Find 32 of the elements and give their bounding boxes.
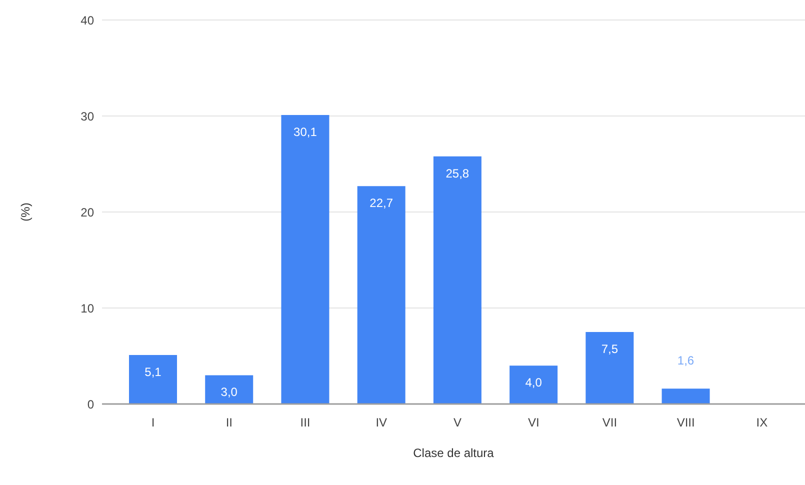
bar (433, 156, 482, 404)
data-label: 22,7 (370, 196, 394, 210)
x-tick-label: II (226, 416, 233, 430)
data-label: 4,0 (525, 376, 542, 390)
data-label: 1,6 (677, 354, 694, 368)
y-axis-title: (%) (18, 202, 32, 222)
bar (586, 332, 634, 404)
x-tick-label: V (453, 416, 462, 430)
bar (357, 186, 406, 404)
x-tick-label: IV (376, 416, 388, 430)
y-tick-label: 40 (80, 13, 94, 28)
x-axis-title: Clase de altura (413, 446, 494, 460)
x-tick-label: VI (528, 416, 540, 430)
y-tick-label: 0 (87, 397, 94, 412)
data-label: 5,1 (144, 365, 162, 380)
data-label: 30,1 (294, 125, 318, 140)
data-label: 7,5 (601, 342, 618, 356)
x-tick-label: VIII (676, 416, 695, 430)
x-tick-label: III (300, 416, 310, 430)
x-tick-label: I (151, 416, 155, 430)
bar (662, 388, 710, 404)
bar (129, 355, 177, 404)
bar (281, 115, 330, 404)
y-tick-label: 10 (80, 301, 94, 316)
y-tick-label: 20 (80, 205, 94, 220)
data-label: 3,0 (220, 385, 238, 400)
bar (205, 375, 254, 404)
x-tick-label: VII (602, 416, 618, 430)
x-tick-label: IX (756, 416, 768, 430)
y-tick-label: 30 (80, 109, 94, 124)
data-label: 25,8 (446, 166, 470, 180)
bar (510, 366, 558, 404)
